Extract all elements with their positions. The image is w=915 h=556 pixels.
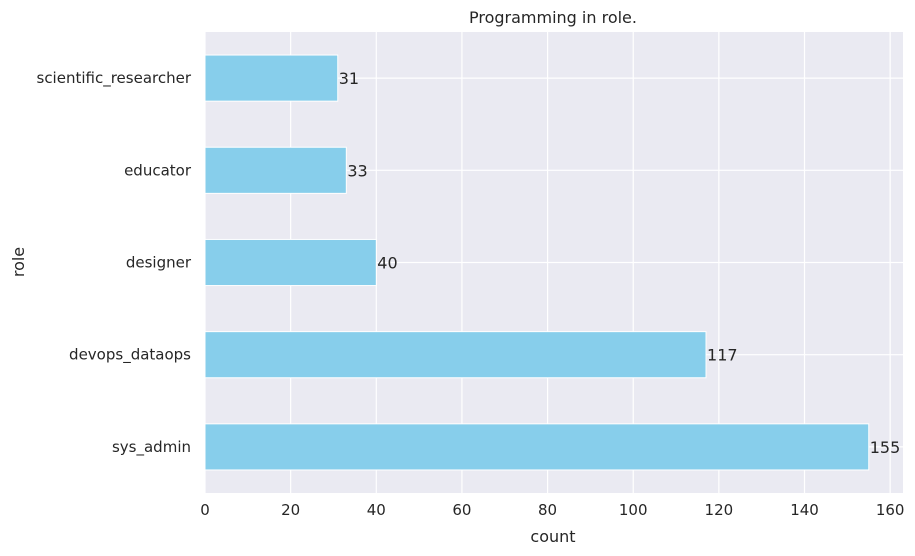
data-label-devops_dataops: 117 [707,346,738,365]
data-label-sys_admin: 155 [870,438,901,457]
labels-layer: 155 117 40 33 31 [339,69,901,457]
x-ticks: 0 20 40 60 80 100 120 140 160 [200,501,904,519]
bar-designer [204,238,377,287]
bar-educator [204,146,347,194]
x-tick-label: 120 [705,501,734,519]
y-tick-label-designer: designer [126,254,192,272]
x-axis-title: count [530,527,575,546]
x-tick-label: 0 [200,501,210,519]
x-tick-label: 60 [452,501,471,519]
bars-layer [204,54,870,471]
chart-title: Programming in role. [469,8,637,27]
y-ticks: sys_admin devops_dataops designer educator s… [37,69,192,457]
y-axis-title: role [9,247,28,277]
x-tick-label: 80 [538,501,557,519]
x-tick-label: 160 [876,501,905,519]
y-tick-label-devops_dataops: devops_dataops [69,346,191,365]
data-label-designer: 40 [377,254,397,273]
bar-scientific_researcher [204,54,339,102]
data-label-educator: 33 [347,161,367,180]
bar-devops_dataops [204,331,707,379]
y-tick-label-scientific_researcher: scientific_researcher [37,69,192,88]
data-label-scientific_researcher: 31 [339,69,359,88]
y-tick-label-sys_admin: sys_admin [112,438,191,457]
x-tick-label: 100 [619,501,648,519]
x-tick-label: 140 [790,501,819,519]
bar-sys_admin [204,423,870,471]
x-tick-label: 40 [367,501,386,519]
x-tick-label: 20 [281,501,300,519]
y-tick-label-educator: educator [124,161,192,179]
